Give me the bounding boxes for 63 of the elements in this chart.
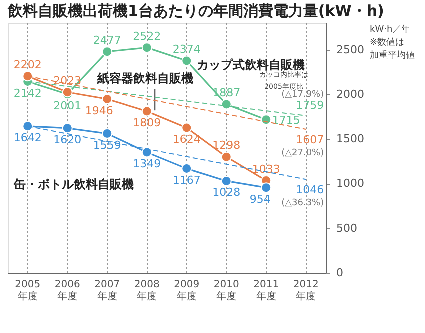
y-tick-label: 1000	[336, 177, 364, 190]
y-tick-label: 500	[336, 222, 358, 235]
x-tick-label: 2007 年度	[94, 280, 120, 302]
point	[261, 114, 272, 126]
point	[182, 122, 192, 134]
series-label: 缶・ボトル飲料自販機	[12, 177, 134, 192]
point	[182, 164, 192, 174]
data-label: 1809	[133, 116, 162, 130]
series-label: カップ式飲料自販機	[196, 58, 305, 72]
data-label: 2001	[54, 99, 82, 112]
data-label: 2477	[93, 34, 122, 47]
y-tick-label: 1500	[336, 132, 364, 146]
point	[62, 123, 73, 134]
data-label: 1298	[212, 139, 241, 152]
data-label: 1759	[296, 98, 324, 112]
data-label: 1167	[172, 174, 201, 187]
point	[261, 182, 272, 194]
data-label: 1607	[296, 134, 324, 147]
point	[102, 46, 113, 58]
point	[221, 152, 232, 162]
annotation: (△27.0%)	[282, 148, 324, 159]
data-label: 1046	[296, 184, 324, 197]
data-label: 1559	[93, 138, 122, 152]
data-label: 2202	[14, 58, 42, 72]
x-tick-label: 2006 年度	[54, 280, 80, 302]
text: ※数値は	[370, 37, 405, 48]
y-tick-label: 2000	[336, 88, 364, 101]
point	[22, 71, 34, 82]
annotation: (△17.9%)	[282, 90, 324, 100]
data-label: 1349	[133, 158, 162, 171]
data-label: 2522	[133, 30, 162, 43]
data-label: 1624	[172, 133, 201, 146]
point	[142, 106, 152, 117]
text: 加重平均値	[370, 50, 415, 61]
y-tick-label: 2500	[336, 43, 364, 56]
point	[102, 94, 113, 104]
point	[102, 128, 113, 140]
data-label: 1946	[85, 104, 114, 118]
series-label: 紙容器飲料自販機	[96, 71, 194, 86]
data-label: 954	[250, 192, 271, 206]
y-tick-label: 0	[336, 266, 344, 280]
x-tick-label: 2008 年度	[134, 280, 160, 302]
point	[182, 56, 192, 66]
text: kW·h／年	[370, 24, 411, 35]
x-tick-label: 2012 年度	[293, 280, 319, 302]
data-label: 1033	[252, 162, 280, 176]
data-label: 1028	[212, 186, 241, 200]
data-label: 1715	[272, 114, 300, 127]
x-tick-label: 2005 年度	[15, 280, 41, 302]
point	[221, 99, 232, 110]
point	[142, 42, 152, 54]
x-tick-label: 2009 年度	[174, 280, 200, 302]
point	[142, 147, 152, 158]
annotation: (△36.3%)	[282, 198, 324, 209]
x-tick-label: 2010 年度	[214, 280, 240, 302]
chart-title: 飲料自販機出荷機1台あたりの年間消費電力量(kW・h)	[7, 2, 384, 20]
point	[22, 121, 34, 132]
data-label: 2142	[14, 86, 42, 100]
data-label: 2374	[172, 43, 201, 56]
x-tick-label: 2011 年度	[254, 280, 280, 302]
point	[221, 176, 232, 186]
data-label: 1642	[14, 131, 42, 144]
data-label: 1620	[54, 133, 82, 146]
